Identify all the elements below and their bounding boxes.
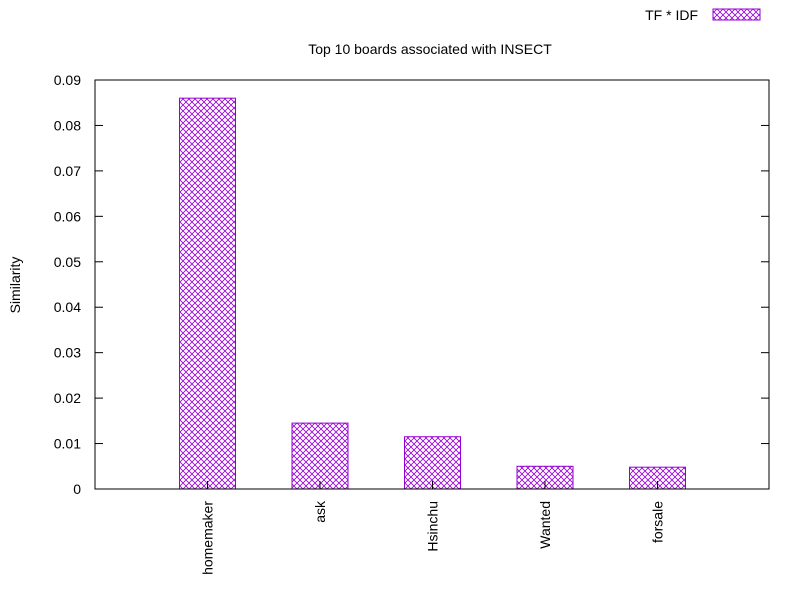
x-axis: homemaker ask Hsinchu Wanted forsale — [200, 481, 666, 575]
y-axis-label: Similarity — [7, 257, 23, 314]
x-tick-label: Hsinchu — [425, 501, 441, 552]
x-tick-label: forsale — [650, 501, 666, 543]
x-tick-label: ask — [312, 500, 328, 523]
legend-swatch — [712, 8, 761, 21]
legend: TF * IDF — [645, 7, 761, 23]
y-tick-label: 0.09 — [54, 72, 81, 88]
bar-homemaker — [179, 97, 236, 490]
bar-ask — [291, 422, 349, 490]
y-axis: 0 0.01 0.02 0.03 0.04 0.05 0.06 0.07 0.08 0.09 — [54, 72, 769, 497]
y-tick-label: 0.05 — [54, 254, 81, 270]
legend-label: TF * IDF — [645, 7, 698, 23]
y-tick-label: 0 — [73, 481, 81, 497]
y-tick-label: 0.03 — [54, 345, 81, 361]
y-tick-label: 0.04 — [54, 299, 81, 315]
bars — [179, 97, 686, 490]
y-tick-label: 0.06 — [54, 208, 81, 224]
y-tick-label: 0.01 — [54, 436, 81, 452]
y-tick-label: 0.02 — [54, 390, 81, 406]
bar-hsinchu — [404, 436, 461, 490]
x-tick-label: homemaker — [200, 501, 216, 575]
chart-title: Top 10 boards associated with INSECT — [308, 41, 552, 57]
plot-frame — [94, 79, 770, 490]
x-tick-label: Wanted — [537, 501, 553, 549]
y-tick-label: 0.07 — [54, 163, 81, 179]
y-tick-label: 0.08 — [54, 117, 81, 133]
